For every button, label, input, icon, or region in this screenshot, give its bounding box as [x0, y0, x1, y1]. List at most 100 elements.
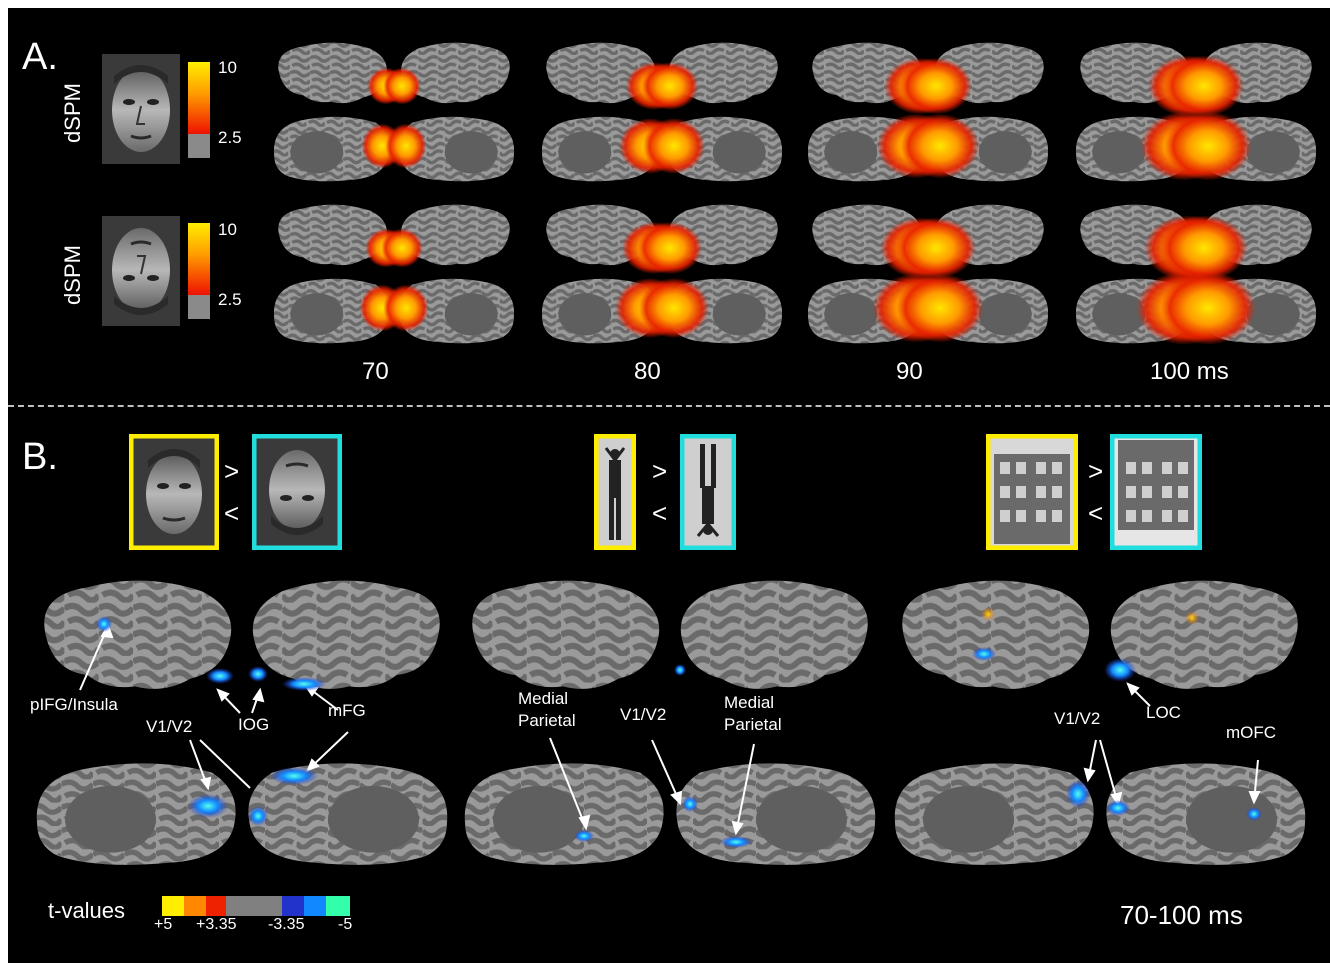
activation-blob-lateral-right [899, 57, 973, 115]
medial-left-hemisphere [464, 763, 664, 865]
activation-spot-1 [96, 616, 112, 632]
activation-blob-medial-right [1160, 271, 1256, 345]
houses-greater-sign: > [1088, 456, 1104, 486]
face-inverted-photo [102, 216, 180, 326]
label-mofc: mOFC [1226, 723, 1277, 742]
tvalues-colorbar-segment-4 [226, 896, 282, 916]
medial-left-hemisphere [894, 763, 1094, 865]
tick-neg5: -5 [338, 916, 353, 933]
house-upright-photo [986, 434, 1078, 550]
activation-blob-lateral-right [1164, 55, 1244, 117]
activation-blob-lateral-right [383, 67, 421, 105]
body-upright-photo [594, 434, 636, 550]
activation-blob-medial-right [896, 273, 984, 343]
activation-spot-2 [206, 668, 234, 684]
lateral-left-hemisphere [44, 580, 232, 689]
brain-quad-r2-c2 [541, 204, 783, 344]
label-iog: IOG [238, 715, 270, 734]
row2-colorbar-min: 2.5 [218, 290, 242, 309]
panel-divider [8, 405, 1330, 407]
row2-colorbar-max: 10 [218, 220, 237, 239]
activation-blob-medial-right [385, 123, 427, 169]
label-loc: LOC [1146, 703, 1181, 722]
medial-right-hemisphere [398, 278, 515, 344]
brain-quad-r1-c4 [1075, 42, 1317, 182]
arrow-v1v2-faces-2 [199, 739, 251, 789]
activation-blob-lateral-right [1160, 215, 1248, 281]
house-inverted-photo [1110, 434, 1202, 550]
row2-colorbar [188, 223, 210, 319]
lateral-left-hemisphere [902, 580, 1090, 689]
lateral-left-hemisphere [278, 204, 387, 266]
activation-spot-16 [1246, 807, 1262, 821]
faces-less-sign: < [224, 498, 240, 528]
contrast-brains-faces [36, 580, 448, 865]
activation-blob-medial-right [638, 277, 710, 339]
activation-blob-lateral-right [896, 217, 976, 279]
activation-spot-8 [674, 664, 686, 676]
lateral-right-hemisphere [680, 580, 868, 689]
activation-spot-18 [1185, 611, 1199, 625]
tick-neg335: -3.35 [268, 916, 305, 933]
panel-a-brain-grid [273, 42, 1317, 345]
houses-less-sign: < [1088, 498, 1104, 528]
activation-blob-lateral-right [641, 62, 699, 110]
face-upright-photo [129, 434, 219, 550]
medial-right-hemisphere [248, 763, 448, 865]
arrow-medial-parietal-1 [549, 737, 587, 829]
label-pifg-insula: pIFG/Insula [30, 695, 118, 714]
activation-spot-5 [188, 794, 228, 818]
brain-quad-r1-c2 [541, 42, 783, 182]
label-medial-parietal-2-line2: Parietal [724, 715, 782, 734]
row2-measure-label: dSPM [60, 245, 85, 305]
activation-blob-medial-right [383, 284, 429, 332]
row1-colorbar-max: 10 [218, 58, 237, 77]
medial-right-hemisphere [676, 763, 876, 865]
activation-blob-medial-right [900, 113, 980, 179]
bodies-greater-sign: > [652, 456, 668, 486]
activation-spot-12 [972, 647, 996, 661]
activation-blob-lateral-right [381, 228, 423, 268]
tvalues-colorbar-segment-1 [162, 896, 184, 916]
face-upright-photo [102, 54, 180, 164]
label-v1v2-houses: V1/V2 [1054, 709, 1101, 728]
timepoint-label-3: 90 [896, 358, 923, 385]
tvalues-colorbar-segment-6 [304, 896, 326, 916]
activation-spot-3 [248, 666, 268, 682]
row1-colorbar-min: 2.5 [218, 128, 242, 147]
lateral-left-hemisphere [472, 580, 660, 689]
panel-b-label: B. [22, 436, 58, 478]
tvalues-title: t-values [48, 898, 126, 923]
brain-quad-r1-c3 [807, 42, 1049, 182]
lateral-right-hemisphere [1110, 580, 1298, 689]
tvalues-colorbar-segment-5 [282, 896, 304, 916]
activation-spot-7 [248, 806, 268, 826]
lateral-right-hemisphere [252, 580, 440, 689]
medial-left-hemisphere [36, 763, 236, 865]
figure: A. dSPM 10 2.5 dSPM 10 2.5 70 80 [8, 8, 1330, 963]
tick-pos5: +5 [154, 916, 173, 933]
label-medial-parietal-1-line1: Medial [518, 689, 569, 708]
row1-measure-label: dSPM [60, 83, 85, 143]
faces-greater-sign: > [224, 456, 240, 486]
tvalues-colorbar [162, 896, 350, 916]
medial-right-hemisphere [1106, 763, 1306, 865]
lateral-right-hemisphere [401, 42, 510, 104]
label-medial-parietal-1-line2: Parietal [518, 711, 576, 730]
timepoint-label-1: 70 [362, 358, 389, 385]
activation-spot-4 [282, 677, 326, 691]
activation-spot-9 [682, 796, 698, 812]
tvalues-colorbar-segment-7 [326, 896, 350, 916]
bodies-less-sign: < [652, 498, 668, 528]
label-mfg: mFG [328, 701, 366, 720]
contrast-brains-houses [894, 580, 1306, 865]
lateral-left-hemisphere [278, 42, 387, 104]
activation-blob-lateral-right [637, 221, 703, 275]
panel-a-label: A. [22, 36, 58, 78]
lateral-right-hemisphere [401, 204, 510, 266]
activation-spot-10 [574, 830, 594, 842]
body-inverted-photo [680, 434, 736, 550]
brain-quad-r2-c4 [1075, 204, 1317, 345]
brain-quad-r2-c1 [273, 204, 515, 344]
arrow-v1v2-bodies [651, 739, 681, 804]
